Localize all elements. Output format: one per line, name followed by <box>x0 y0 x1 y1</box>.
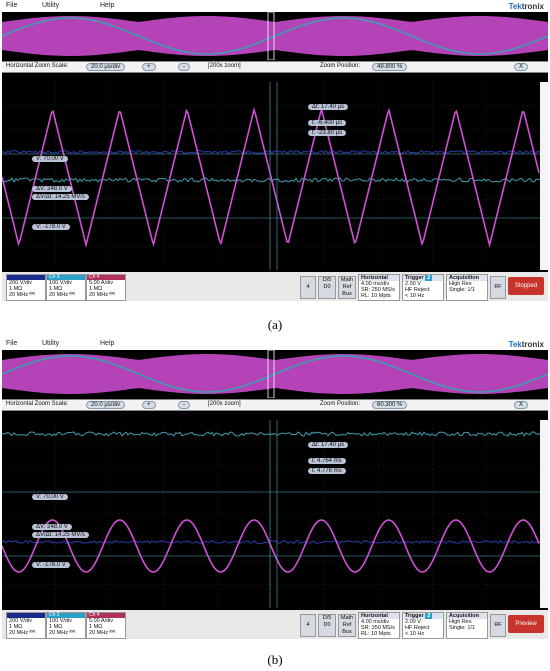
cursor-t2: t: -23.80 µs <box>308 130 346 136</box>
channel-4-button[interactable]: 4 <box>300 276 316 299</box>
zoom-scale-label: Horizontal Zoom Scale: <box>6 63 68 69</box>
close-zoom-button[interactable]: X <box>514 63 528 71</box>
zoom-waveform <box>2 420 540 608</box>
rf-button[interactable]: RF <box>490 614 506 637</box>
ch4-trace <box>2 520 539 572</box>
zoom-in-button[interactable]: + <box>142 63 156 71</box>
scope-screen-b: File Utility Help Tektronix Horizontal Z… <box>2 338 548 639</box>
horizontal-record-length: RL: 10 Mpts <box>359 631 399 637</box>
channel-2-box[interactable]: Ch 2 100 V/div 1 MΩ 20 MHz ᴮᵂ <box>46 612 86 639</box>
zoom-bar: Horizontal Zoom Scale: 20.0 µs/div + - [… <box>2 399 548 411</box>
math-ref-bus-button[interactable]: Math Ref Bus <box>338 276 356 299</box>
channel-2-box[interactable]: Ch 3 100 V/div 1 MΩ 20 MHz ᴮᵂ <box>46 274 86 301</box>
zoom-scale-value[interactable]: 20.0 µs/div <box>86 401 125 409</box>
horizontal-panel[interactable]: Horizontal 4.00 ms/div SR: 250 MS/s RL: … <box>358 274 400 301</box>
channel-4-box[interactable]: Ch 4 5.00 A/div 1 MΩ 20 MHz ᴮᵂ <box>86 612 126 639</box>
tektronix-logo: Tektronix <box>509 340 544 349</box>
tektronix-logo: Tektronix <box>509 2 544 11</box>
acquisition-count: Single: 1/1 <box>447 625 487 631</box>
zoom-position-label: Zoom Position: <box>320 63 360 69</box>
acquisition-panel[interactable]: Acquisition High Res Single: 1/1 <box>446 274 488 301</box>
cursor-t1: t: -6.400 µs <box>308 120 346 126</box>
cursor-v2: V: -178.0 V <box>32 562 70 568</box>
cursor-dv-dt: ΔV/Δt: 14.25 MV/s <box>32 532 89 538</box>
overview-waveform <box>2 350 548 398</box>
zoom-bar: Horizontal Zoom Scale: 20.0 µs/div + - [… <box>2 61 548 73</box>
channel-1-box[interactable]: 200 V/div 1 MΩ 20 MHz ᴮᵂ <box>6 274 46 301</box>
channel-4-box[interactable]: Ch 4 5.00 A/div 1 MΩ 20 MHz ᴮᵂ <box>86 274 126 301</box>
menu-utility[interactable]: Utility <box>42 2 59 9</box>
zoom-position-label: Zoom Position: <box>320 401 360 407</box>
trigger-holdoff: < 10 Hz <box>403 293 443 299</box>
channel-4-button[interactable]: 4 <box>300 614 316 637</box>
cursor-v2: V: -178.0 V <box>32 224 70 230</box>
cursor-v1: V: 70.00 V <box>32 494 68 500</box>
menu-bar: File Utility Help Tektronix <box>2 0 548 12</box>
trigger-panel[interactable]: Trigger 2 2.00 V HF Reject < 10 Hz <box>402 274 444 301</box>
zoom-scale-label: Horizontal Zoom Scale: <box>6 401 68 407</box>
zoom-out-button[interactable]: - <box>178 63 190 71</box>
zoom-in-button[interactable]: + <box>142 401 156 409</box>
ch1-trace <box>2 541 540 544</box>
zoom-position-value[interactable]: 49.800 % <box>372 63 407 71</box>
cursor-delta-v: ΔV: 248.0 V <box>32 524 72 530</box>
zoom-factor: [200x zoom] <box>208 401 241 407</box>
channel-1-box[interactable]: 200 V/div 1 MΩ 20 MHz ᴮᵂ <box>6 612 46 639</box>
cursor-t1: t: 4.764 ms <box>308 458 346 464</box>
cursor-delta-t: Δt: 17.40 µs <box>308 104 348 110</box>
menu-help[interactable]: Help <box>100 2 114 9</box>
menu-bar: File Utility Help Tektronix <box>2 338 548 350</box>
zoom-scale-value[interactable]: 20.0 µs/div <box>86 63 125 71</box>
cursor-delta-t: Δt: 17.40 µs <box>308 442 348 448</box>
math-ref-bus-button[interactable]: Math Ref Bus <box>338 614 356 637</box>
cursor-v1: V: 70.00 V <box>32 156 68 162</box>
cursor-delta-v: ΔV: 248.0 V <box>32 186 72 192</box>
menu-utility[interactable]: Utility <box>42 340 59 347</box>
overview-plot <box>2 12 548 60</box>
zoom-plot-area: Δt: 17.40 µs t: -6.400 µs t: -23.80 µs V… <box>2 82 540 270</box>
cursor-t2: t: 4.776 ms <box>308 468 346 474</box>
acquisition-panel[interactable]: Acquisition High Res Single: 1/1 <box>446 612 488 639</box>
zoom-factor: [200x zoom] <box>208 63 241 69</box>
trigger-holdoff: < 10 Hz <box>403 631 443 637</box>
horizontal-record-length: RL: 10 Mpts <box>359 293 399 299</box>
overview-plot <box>2 350 548 398</box>
side-rail[interactable] <box>540 420 548 608</box>
channel-4-bandwidth: 20 MHz ᴮᵂ <box>87 630 125 636</box>
trigger-channel: 2 <box>425 613 432 619</box>
zoom-position-value[interactable]: 60.300 % <box>372 401 407 409</box>
trigger-panel[interactable]: Trigger 2 2.00 V HF Reject < 10 Hz <box>402 612 444 639</box>
zoom-plot-area: Δt: 17.40 µs t: 4.764 ms t: 4.776 ms V: … <box>2 420 540 608</box>
trigger-channel: 2 <box>425 275 432 281</box>
channel-1-bandwidth: 20 MHz ᴮᵂ <box>7 292 45 298</box>
close-zoom-button[interactable]: X <box>514 401 528 409</box>
horizontal-panel[interactable]: Horizontal 4.00 ms/div SR: 250 MS/s RL: … <box>358 612 400 639</box>
menu-file[interactable]: File <box>6 2 17 9</box>
run-state-button[interactable]: Preview <box>508 615 544 633</box>
caption-b: (b) <box>0 652 550 668</box>
digital-button[interactable]: D/5 D0 <box>318 614 336 637</box>
caption-a: (a) <box>0 317 550 333</box>
channel-4-bandwidth: 20 MHz ᴮᵂ <box>87 292 125 298</box>
acquisition-count: Single: 1/1 <box>447 287 487 293</box>
ch4-trace <box>2 109 539 244</box>
side-rail[interactable] <box>540 82 548 270</box>
channel-1-bandwidth: 20 MHz ᴮᵂ <box>7 630 45 636</box>
digital-button[interactable]: D/5 D0 <box>318 276 336 299</box>
menu-help[interactable]: Help <box>100 340 114 347</box>
control-bar: 200 V/div 1 MΩ 20 MHz ᴮᵂ Ch 2 100 V/div … <box>2 610 548 639</box>
run-state-button[interactable]: Stopped <box>508 277 544 295</box>
zoom-out-button[interactable]: - <box>178 401 190 409</box>
overview-waveform <box>2 12 548 60</box>
channel-2-bandwidth: 20 MHz ᴮᵂ <box>47 292 85 298</box>
menu-file[interactable]: File <box>6 340 17 347</box>
scope-screen-a: File Utility Help Tektronix Horizontal Z… <box>2 0 548 301</box>
control-bar: 200 V/div 1 MΩ 20 MHz ᴮᵂ Ch 3 100 V/div … <box>2 272 548 301</box>
channel-2-bandwidth: 20 MHz ᴮᵂ <box>47 630 85 636</box>
rf-button[interactable]: RF <box>490 276 506 299</box>
cursor-dv-dt: ΔV/Δt: 14.25 MV/s <box>32 194 89 200</box>
zoom-waveform <box>2 82 540 270</box>
